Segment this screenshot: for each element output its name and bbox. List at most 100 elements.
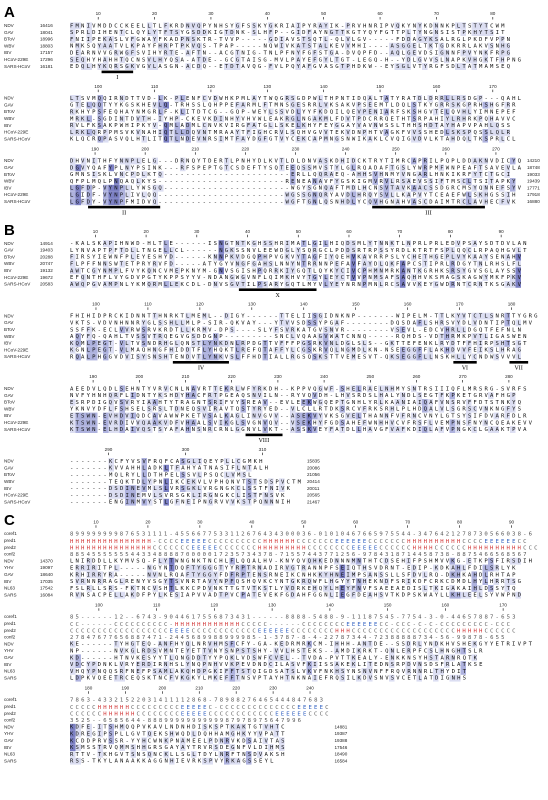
- shade-cell: [202, 405, 208, 413]
- ss-char: C: [92, 628, 95, 634]
- shade-cell: [229, 253, 235, 261]
- ss-char: H: [98, 704, 101, 710]
- shade-cell: [449, 405, 455, 413]
- shade-cell: [213, 674, 219, 682]
- shade-cell: [350, 353, 356, 361]
- shade-cell: [422, 426, 428, 433]
- shade-cell: [185, 346, 191, 354]
- shade-cell: [108, 42, 114, 50]
- ruler-number: 190: [89, 374, 97, 379]
- shade-cell: [240, 101, 246, 109]
- shade-cell: [416, 319, 422, 327]
- shade-cell: [411, 412, 417, 420]
- ss-char: C: [153, 704, 156, 710]
- shade-cell: [471, 63, 477, 70]
- ss-char: H: [346, 628, 349, 634]
- sequence-row: LGIDF-VYNPLIVLQQ-----------------------W…: [70, 193, 516, 199]
- shade-cell: [493, 426, 499, 433]
- shade-cell: [180, 95, 186, 102]
- ss-char: E: [357, 545, 361, 551]
- shade-cell: [235, 458, 241, 465]
- ss-char: E: [186, 711, 190, 717]
- shade-cell: [306, 426, 312, 433]
- ss-char: C: [440, 628, 443, 634]
- shade-cell: [141, 737, 147, 745]
- shade-cell: [81, 56, 87, 64]
- ss-char: C: [169, 538, 172, 544]
- shade-cell: [312, 178, 318, 185]
- shade-cell: [323, 571, 329, 579]
- shade-cell: [70, 737, 76, 745]
- sequence-row: VDCYPDNKLVRYERDIRNHSLYNQPNHVVKPEVDNDCILA…: [70, 662, 483, 668]
- annotation-row: 85------12--6743-9044617556873431------8…: [70, 615, 516, 621]
- shade-cell: [141, 640, 147, 648]
- sequence-name: GAV: [4, 572, 14, 577]
- shade-cell: [218, 247, 224, 254]
- shade-cell: [306, 557, 312, 565]
- ss-char: C: [175, 704, 178, 710]
- end-position: 19388: [335, 738, 348, 743]
- shade-cell: [389, 405, 395, 413]
- shade-cell: [141, 485, 147, 492]
- ss-char: C: [181, 545, 184, 551]
- shade-cell: [174, 56, 180, 64]
- shade-cell: [70, 267, 76, 275]
- ss-char: H: [147, 545, 150, 551]
- ss-char: H: [413, 545, 416, 551]
- ss-char: H: [114, 711, 117, 717]
- shade-cell: [427, 654, 433, 662]
- shade-cell: [488, 426, 494, 433]
- shade-cell: [81, 157, 87, 165]
- shade-cell: [477, 312, 483, 320]
- shade-cell: [108, 723, 114, 731]
- shade-cell: [207, 571, 213, 579]
- shade-cell: [345, 115, 351, 123]
- shade-cell: [306, 419, 312, 427]
- shade-cell: [169, 730, 175, 738]
- end-position: 17771: [527, 185, 540, 190]
- ss-char: C: [219, 538, 222, 544]
- shade-cell: [246, 737, 252, 745]
- shade-cell: [185, 392, 191, 399]
- shade-cell: [251, 492, 257, 499]
- ruler-number: 200: [141, 146, 149, 151]
- shade-cell: [477, 157, 483, 165]
- ss-char: C: [297, 628, 300, 634]
- start-position: 17157: [40, 50, 53, 55]
- sequence-row: DEARNVVGRWGFSVIHYRTE-AFTN--ACGTNIG-TNLPF…: [70, 51, 511, 57]
- ss-char: H: [286, 538, 289, 544]
- ruler-number: 210: [191, 146, 199, 151]
- ss-char: C: [402, 628, 405, 634]
- shade-cell: [515, 281, 521, 288]
- shade-cell: [488, 129, 494, 136]
- shade-cell: [416, 399, 422, 406]
- shade-cell: [163, 640, 169, 648]
- shade-cell: [328, 340, 334, 347]
- shade-cell: [202, 122, 208, 129]
- shade-cell: [147, 751, 153, 758]
- ss-char: C: [313, 545, 316, 551]
- shade-cell: [493, 564, 499, 572]
- shade-cell: [416, 419, 422, 427]
- shade-cell: [345, 340, 351, 347]
- shade-cell: [185, 654, 191, 662]
- shade-cell: [191, 340, 197, 347]
- shade-cell: [251, 95, 257, 102]
- shade-cell: [455, 674, 461, 682]
- shade-cell: [240, 647, 246, 655]
- sequence-name: pred1: [4, 538, 16, 543]
- shade-cell: [185, 661, 191, 668]
- shade-cell: [323, 36, 329, 43]
- shade-cell: [70, 191, 76, 199]
- sequence-name: NDV: [4, 459, 15, 464]
- shade-cell: [185, 135, 191, 143]
- shade-cell: [125, 191, 131, 199]
- ss-char: H: [418, 545, 421, 551]
- shade-cell: [180, 129, 186, 136]
- ss-char: C: [485, 621, 488, 627]
- ss-char: E: [374, 621, 378, 627]
- shade-cell: [163, 42, 169, 50]
- ss-char: H: [197, 621, 200, 627]
- shade-cell: [141, 744, 147, 751]
